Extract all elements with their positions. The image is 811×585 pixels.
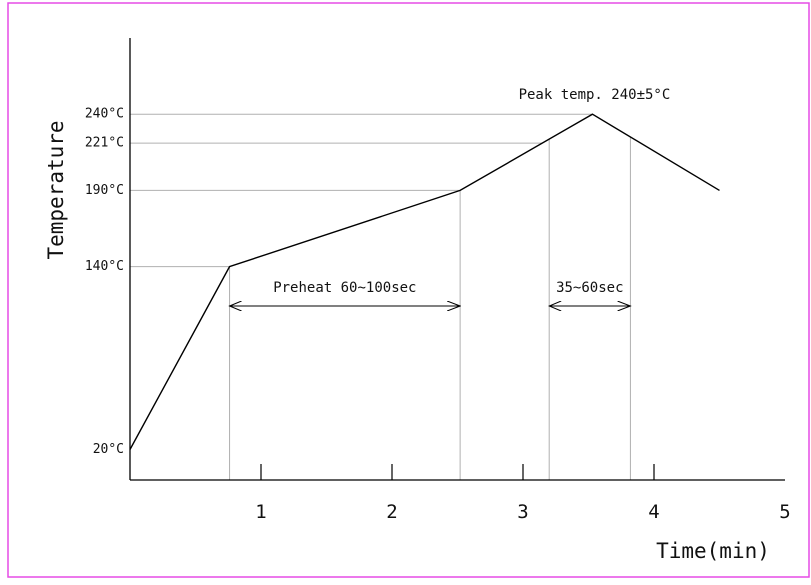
chart-frame bbox=[7, 2, 810, 578]
x-tick-label-4: 4 bbox=[648, 501, 659, 523]
x-tick-label-3: 3 bbox=[517, 501, 528, 523]
axes bbox=[129, 38, 785, 481]
temperature-profile-line bbox=[129, 113, 720, 450]
series-layer bbox=[129, 113, 720, 450]
annotations: Peak temp. 240±5°C Preheat 60~100sec 35~60… bbox=[230, 87, 671, 306]
peak-temp-label: Peak temp. 240±5°C bbox=[519, 87, 671, 103]
labels: 1 2 3 4 5 20°C 140°C 190°C 221°C 240°C bbox=[85, 107, 791, 523]
x-tick-label-2: 2 bbox=[386, 501, 397, 523]
y-axis-title: Temperature bbox=[44, 120, 68, 259]
x-axis-title: Time(min) bbox=[656, 539, 770, 563]
preheat-label: Preheat 60~100sec bbox=[273, 280, 416, 296]
y-tick-label-140: 140°C bbox=[85, 259, 124, 274]
y-tick-label-221: 221°C bbox=[85, 136, 124, 151]
reflow-time-label: 35~60sec bbox=[556, 280, 623, 296]
y-tick-label-240: 240°C bbox=[85, 107, 124, 122]
y-tick-label-190: 190°C bbox=[85, 183, 124, 198]
y-tick-label-20: 20°C bbox=[93, 442, 124, 457]
reference-lines bbox=[130, 113, 631, 480]
x-tick-label-5: 5 bbox=[779, 501, 790, 523]
x-tick-label-1: 1 bbox=[255, 501, 266, 523]
